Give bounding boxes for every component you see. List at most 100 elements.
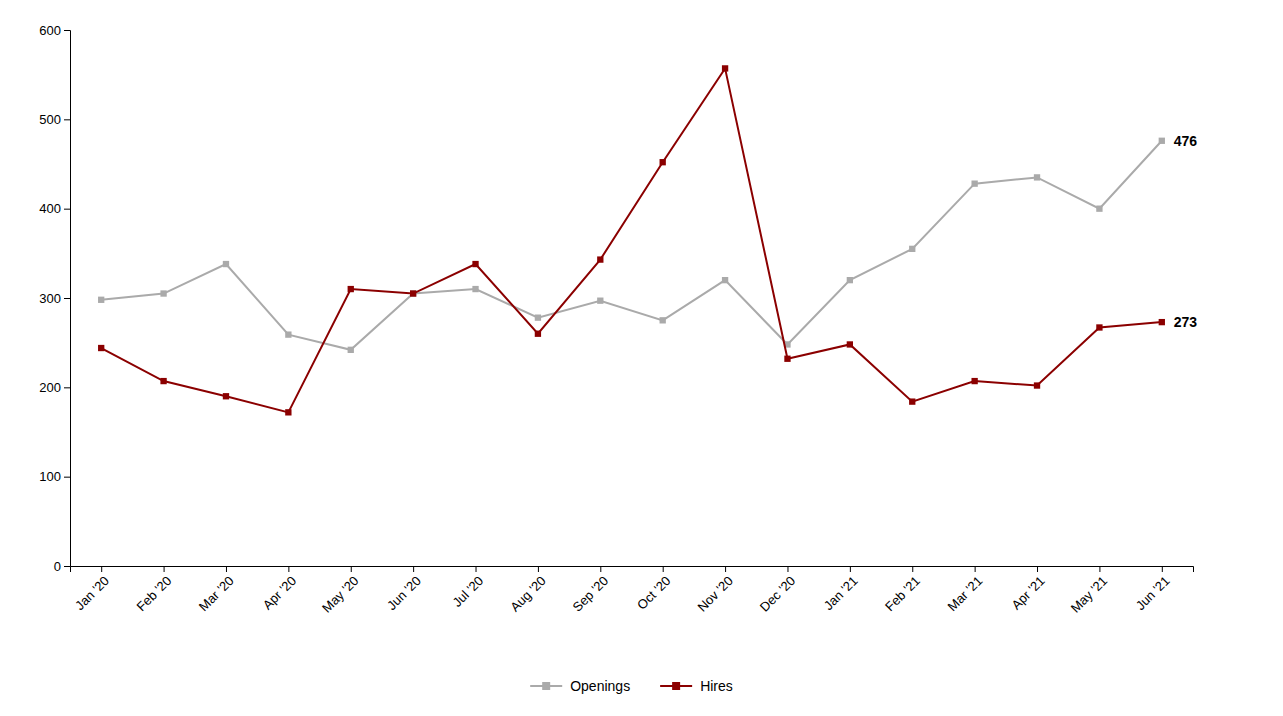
tick-mark	[663, 566, 664, 572]
marker	[909, 398, 915, 404]
marker	[348, 286, 354, 292]
tick-mark	[1037, 566, 1038, 572]
tick-mark	[64, 477, 70, 478]
series-line	[101, 68, 1162, 412]
marks	[98, 65, 1165, 415]
tick-label: May '21	[1068, 573, 1111, 616]
tick-label: Jan '20	[72, 573, 112, 613]
x-tick: Jun '20	[384, 566, 424, 613]
x-tick: Feb '20	[133, 566, 174, 614]
axis-line	[71, 567, 1194, 573]
x-tick: Apr '20	[260, 566, 299, 613]
tick-label: Feb '20	[133, 573, 174, 614]
tick-mark	[288, 566, 289, 572]
legend-swatch	[542, 682, 550, 690]
marker	[535, 314, 541, 320]
y-tick: 0	[54, 559, 70, 574]
marker	[472, 261, 478, 267]
marker	[223, 393, 229, 399]
legend-label: Hires	[700, 678, 733, 694]
x-axis: Jan '20 Feb '20 Mar '20 Apr '20 May '20 Jun '…	[71, 566, 1194, 616]
y-tick: 500	[39, 112, 70, 127]
tick-mark	[164, 566, 165, 572]
x-tick: May '21	[1068, 566, 1111, 616]
tick-mark	[101, 566, 102, 572]
x-tick: Sep '20	[570, 566, 611, 615]
legend-swatch	[672, 682, 680, 690]
tick-label: 300	[39, 291, 61, 306]
x-tick: May '20	[319, 566, 362, 616]
tick-label: Jul '20	[449, 573, 486, 610]
legend: Openings Hires	[530, 678, 733, 694]
marker	[285, 331, 291, 337]
marker	[597, 298, 603, 304]
marker	[223, 261, 229, 267]
y-tick: 100	[39, 469, 70, 484]
tick-label: Aug '20	[507, 573, 548, 614]
x-tick: Oct '20	[634, 566, 673, 613]
tick-mark	[600, 566, 601, 572]
marker	[98, 345, 104, 351]
tick-label: May '20	[319, 573, 362, 616]
tick-label: 600	[39, 23, 61, 38]
tick-label: Mar '20	[196, 573, 237, 614]
marker	[784, 356, 790, 362]
tick-mark	[64, 298, 70, 299]
marker	[847, 277, 853, 283]
marker	[348, 347, 354, 353]
x-tick: Jan '20	[72, 566, 112, 613]
marker	[472, 286, 478, 292]
tick-mark	[476, 566, 477, 572]
marker	[660, 159, 666, 165]
x-tick: Mar '21	[944, 566, 985, 614]
legend-label: Openings	[570, 678, 630, 694]
y-tick: 600	[39, 23, 70, 38]
tick-label: Feb '21	[882, 573, 923, 614]
tick-label: Jun '21	[1133, 573, 1173, 613]
chart: 0 100 200 300 400 500 600 Jan '20 Feb '20 Mar '20…	[0, 0, 1283, 716]
tick-mark	[351, 566, 352, 572]
tick-label: Jun '20	[384, 573, 424, 613]
tick-label: 0	[54, 559, 61, 574]
x-tick: Mar '20	[196, 566, 237, 614]
marker	[1096, 324, 1102, 330]
tick-mark	[850, 566, 851, 572]
marker	[722, 65, 728, 71]
annotation: 476	[1174, 133, 1198, 149]
x-tick: Jan '21	[821, 566, 861, 613]
tick-mark	[1099, 566, 1100, 572]
tick-label: Jan '21	[821, 573, 861, 613]
marker	[597, 256, 603, 262]
tick-label: Apr '20	[260, 573, 299, 612]
tick-mark	[725, 566, 726, 572]
x-tick: Jun '21	[1133, 566, 1173, 613]
plot: 0 100 200 300 400 500 600 Jan '20 Feb '20 Mar '20…	[39, 23, 1197, 616]
marker	[98, 297, 104, 303]
legend-item: Hires	[660, 678, 733, 694]
marker	[971, 180, 977, 186]
tick-label: 400	[39, 201, 61, 216]
tick-mark	[226, 566, 227, 572]
tick-label: 100	[39, 469, 61, 484]
tick-mark	[64, 209, 70, 210]
tick-label: Apr '21	[1008, 573, 1047, 612]
legend-item: Openings	[530, 678, 630, 694]
marker	[1034, 382, 1040, 388]
tick-mark	[912, 566, 913, 572]
tick-mark	[975, 566, 976, 572]
axis-line	[64, 31, 71, 567]
marker	[847, 341, 853, 347]
marker	[971, 378, 977, 384]
tick-label: Dec '20	[757, 573, 798, 614]
y-tick: 200	[39, 380, 70, 395]
tick-mark	[64, 566, 70, 567]
marker	[909, 246, 915, 252]
x-tick: Nov '20	[694, 566, 735, 615]
marker	[160, 290, 166, 296]
tick-label: 500	[39, 112, 61, 127]
tick-mark	[787, 566, 788, 572]
tick-label: Nov '20	[694, 573, 735, 614]
tick-label: Sep '20	[570, 573, 611, 614]
marker	[410, 290, 416, 296]
y-tick: 400	[39, 201, 70, 216]
